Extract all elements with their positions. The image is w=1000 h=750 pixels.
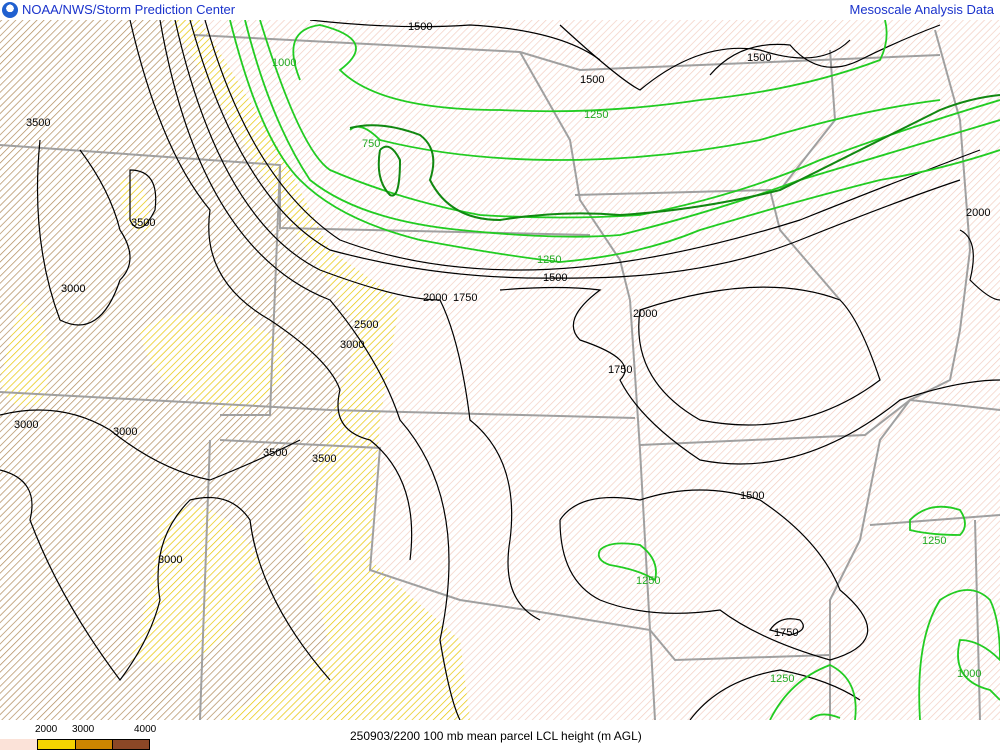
contour-label: 2000 [423,292,447,304]
contour-label: 1000 [957,668,981,680]
contour-label: 1000 [272,57,296,69]
map-caption: 250903/2200 100 mb mean parcel LCL heigh… [350,729,642,743]
legend-swatch-below-2000 [0,739,38,750]
header-title: NOAA/NWS/Storm Prediction Center [22,2,236,17]
contour-darkgreen-1000 [349,94,1000,222]
contour-label: 1250 [537,254,561,266]
contour-darkgreen-750 [377,145,402,197]
legend-swatch-3000-4000 [75,739,113,750]
contour-label: 3500 [131,217,155,229]
contours-green [229,20,1000,720]
contour-label: 2000 [966,207,990,219]
legend-tick: 2000 [35,724,58,735]
contours-black [0,20,1000,720]
contour-label: 1250 [636,575,660,587]
legend-tick: 3000 [72,724,95,735]
contour-label: 1750 [453,292,477,304]
footer-legend: 2000 3000 4000 250903/2200 100 mb mean p… [0,720,1000,750]
contour-label: 750 [362,138,380,150]
contour-label: 1250 [922,535,946,547]
contour-label: 1500 [740,490,764,502]
contour-label: 3500 [26,117,50,129]
contour-label: 3500 [263,447,287,459]
contour-label: 1500 [408,21,432,33]
header-subtitle: Mesoscale Analysis Data [849,2,994,17]
legend-tick: 4000 [134,724,157,735]
contour-label: 1500 [580,74,604,86]
contour-label: 3000 [158,554,182,566]
contour-labels-green: 1000 750 1250 1250 1250 1250 1250 1000 [272,57,981,685]
contour-label: 3500 [312,453,336,465]
contour-label: 2000 [633,308,657,320]
map: 1500 1500 1500 3500 3500 3000 2500 3000 … [0,20,1000,720]
contour-label: 1500 [747,52,771,64]
shade-pockets [0,178,285,663]
noaa-logo-icon [2,2,18,18]
contour-labels-black: 1500 1500 1500 3500 3500 3000 2500 3000 … [14,21,990,639]
contour-label: 1500 [543,272,567,284]
contour-label: 1750 [774,627,798,639]
contour-label: 3000 [14,419,38,431]
legend-swatch-2000-3000 [37,739,76,750]
contour-label: 1250 [770,673,794,685]
contour-label: 2500 [354,319,378,331]
contour-label: 3000 [61,283,85,295]
legend-swatch-above-4000 [112,739,150,750]
contour-label: 3000 [340,339,364,351]
contour-label: 1750 [608,364,632,376]
contour-label: 3000 [113,426,137,438]
contour-label: 1250 [584,109,608,121]
